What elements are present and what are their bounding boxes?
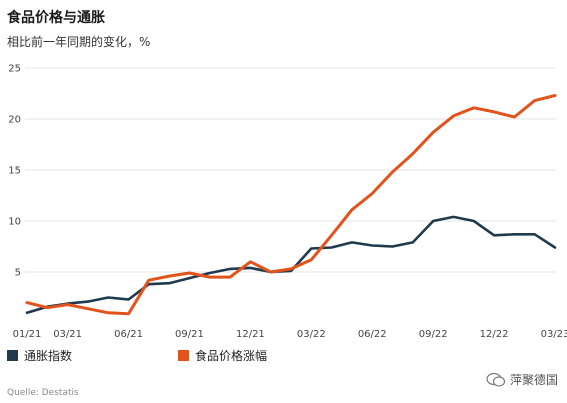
chart-title: 食品价格与通胀	[7, 10, 105, 26]
source-note: Quelle: Destatis	[7, 388, 79, 398]
y-tick-label: 5	[15, 268, 21, 279]
legend-item-inflation: 通胀指数	[7, 347, 72, 364]
x-tick-label: 06/21	[114, 329, 143, 340]
x-tick-label: 12/21	[236, 329, 265, 340]
y-tick-label: 15	[8, 166, 21, 177]
chart-subtitle: 相比前一年同期的变化，%	[7, 35, 151, 49]
x-tick-label: 06/22	[358, 329, 387, 340]
x-tick-label: 03/21	[53, 329, 82, 340]
y-tick-label: 25	[8, 64, 21, 75]
y-tick-label: 10	[8, 217, 21, 228]
watermark: 萍聚德国	[486, 371, 558, 388]
series-line-inflation	[25, 215, 557, 315]
x-tick-label: 03/22	[297, 329, 326, 340]
wechat-icon	[486, 372, 506, 387]
y-tick-label: 20	[8, 115, 21, 126]
series-line-food	[25, 94, 557, 316]
legend-label-inflation: 通胀指数	[24, 349, 73, 363]
x-tick-label: 03/23	[541, 329, 567, 340]
legend-swatch-inflation	[7, 350, 18, 361]
legend-swatch-food	[178, 350, 189, 361]
watermark-text: 萍聚德国	[509, 373, 558, 387]
x-tick-label: 01/21	[13, 329, 42, 340]
x-tick-label: 09/21	[175, 329, 204, 340]
x-tick-label: 09/22	[419, 329, 448, 340]
legend-item-food: 食品价格涨幅	[178, 347, 267, 364]
legend-label-food: 食品价格涨幅	[195, 349, 268, 363]
x-tick-label: 12/22	[480, 329, 509, 340]
